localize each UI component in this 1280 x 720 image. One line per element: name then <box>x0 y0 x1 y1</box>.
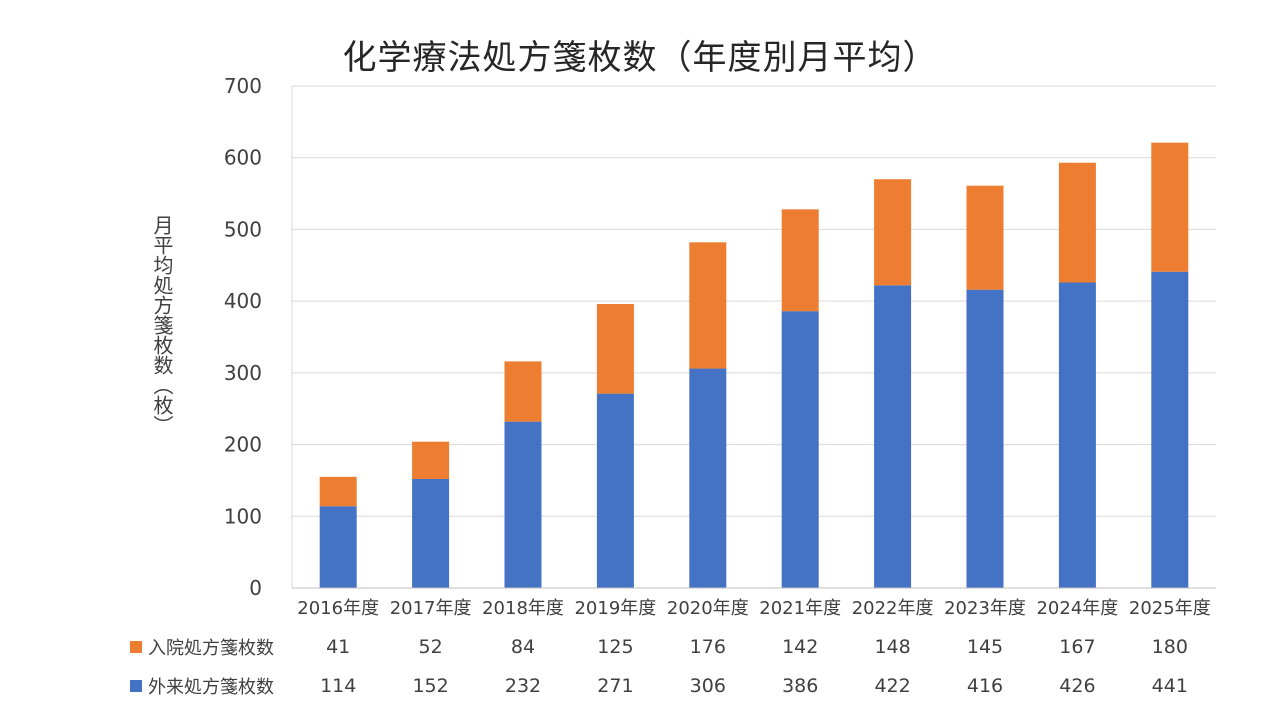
bar-outpatient-2 <box>504 421 542 588</box>
table-value-outpatient: 306 <box>690 675 726 697</box>
y-tick-label: 100 <box>224 504 262 528</box>
x-tick-label: 2019年度 <box>574 598 656 619</box>
legend-inpatient: 入院処方箋枚数 <box>130 632 274 662</box>
bar-inpatient-7 <box>966 185 1004 290</box>
legend-outpatient: 外来処方箋枚数 <box>130 671 274 701</box>
bar-outpatient-9 <box>1151 271 1189 588</box>
legend-label-inpatient: 入院処方箋枚数 <box>148 638 274 659</box>
y-axis-title: 月平均処方箋枚数（枚） <box>150 215 174 435</box>
table-value-inpatient: 142 <box>782 636 818 658</box>
y-tick-label: 0 <box>249 576 262 600</box>
table-value-inpatient: 145 <box>967 636 1003 658</box>
bar-outpatient-0 <box>319 506 357 588</box>
y-tick-label: 500 <box>224 217 262 241</box>
bar-outpatient-8 <box>1058 282 1096 588</box>
table-value-outpatient: 422 <box>874 675 910 697</box>
bar-inpatient-3 <box>596 304 634 394</box>
y-tick-label: 300 <box>224 361 262 385</box>
bar-inpatient-8 <box>1058 162 1096 283</box>
x-tick-label: 2020年度 <box>667 598 749 619</box>
bar-inpatient-0 <box>319 476 357 507</box>
table-value-inpatient: 167 <box>1059 636 1095 658</box>
legend-swatch-inpatient <box>130 641 142 653</box>
table-value-outpatient: 426 <box>1059 675 1095 697</box>
legend-swatch-outpatient <box>130 680 142 692</box>
y-tick-label: 200 <box>224 433 262 457</box>
bar-inpatient-6 <box>874 179 912 286</box>
bar-outpatient-4 <box>689 368 727 588</box>
table-value-inpatient: 125 <box>597 636 633 658</box>
table-value-outpatient: 271 <box>597 675 633 697</box>
x-tick-label: 2016年度 <box>297 598 379 619</box>
bar-inpatient-9 <box>1151 142 1189 272</box>
bar-outpatient-3 <box>596 393 634 588</box>
table-value-inpatient: 41 <box>326 636 350 658</box>
bar-inpatient-4 <box>689 242 727 369</box>
table-value-inpatient: 84 <box>511 636 535 658</box>
x-tick-label: 2021年度 <box>759 598 841 619</box>
x-tick-label: 2024年度 <box>1036 598 1118 619</box>
table-value-inpatient: 176 <box>690 636 726 658</box>
table-value-outpatient: 386 <box>782 675 818 697</box>
bar-inpatient-1 <box>412 441 450 479</box>
table-value-inpatient: 52 <box>419 636 443 658</box>
table-value-inpatient: 148 <box>874 636 910 658</box>
table-value-outpatient: 152 <box>412 675 448 697</box>
table-value-outpatient: 416 <box>967 675 1003 697</box>
bar-outpatient-1 <box>412 478 450 588</box>
x-tick-label: 2017年度 <box>390 598 472 619</box>
y-tick-label: 400 <box>224 289 262 313</box>
bar-outpatient-6 <box>874 285 912 588</box>
y-tick-label: 700 <box>224 74 262 98</box>
table-value-outpatient: 232 <box>505 675 541 697</box>
table-value-inpatient: 180 <box>1152 636 1188 658</box>
table-value-outpatient: 441 <box>1152 675 1188 697</box>
x-tick-label: 2023年度 <box>944 598 1026 619</box>
bar-outpatient-5 <box>781 311 819 588</box>
bar-inpatient-5 <box>781 209 819 312</box>
legend-label-outpatient: 外来処方箋枚数 <box>148 677 274 698</box>
y-tick-label: 600 <box>224 146 262 170</box>
x-tick-label: 2022年度 <box>852 598 934 619</box>
x-tick-label: 2025年度 <box>1129 598 1211 619</box>
x-tick-label: 2018年度 <box>482 598 564 619</box>
table-value-outpatient: 114 <box>320 675 356 697</box>
chart-title: 化学療法処方箋枚数（年度別月平均） <box>342 38 938 78</box>
bar-outpatient-7 <box>966 289 1004 588</box>
bar-inpatient-2 <box>504 361 542 422</box>
